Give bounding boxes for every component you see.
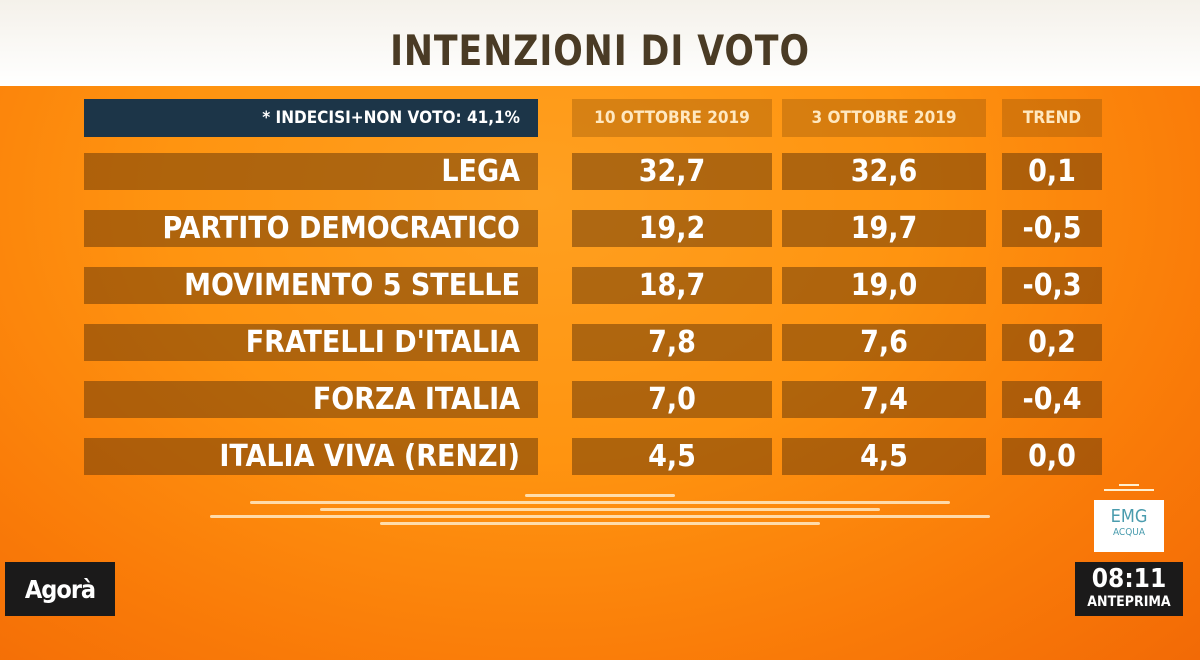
party-name: FORZA ITALIA	[84, 381, 538, 418]
column-header-10-oct: 10 OTTOBRE 2019	[572, 99, 772, 137]
value-10-oct: 7,8	[572, 324, 772, 361]
value-10-oct: 4,5	[572, 438, 772, 475]
value-3-oct: 32,6	[782, 153, 986, 190]
source-caption	[1094, 484, 1164, 494]
value-3-oct: 7,4	[782, 381, 986, 418]
trend-value: -0,3	[1002, 267, 1102, 304]
value-3-oct: 4,5	[782, 438, 986, 475]
undecided-note: * INDECISI+NON VOTO: 41,1%	[84, 99, 538, 137]
party-name: LEGA	[84, 153, 538, 190]
value-3-oct: 7,6	[782, 324, 986, 361]
trend-value: -0,5	[1002, 210, 1102, 247]
value-10-oct: 18,7	[572, 267, 772, 304]
trend-value: 0,2	[1002, 324, 1102, 361]
column-header-trend: TREND	[1002, 99, 1102, 137]
value-3-oct: 19,7	[782, 210, 986, 247]
agora-logo: Agorà	[5, 562, 115, 616]
party-name: FRATELLI D'ITALIA	[84, 324, 538, 361]
title-bar: INTENZIONI DI VOTO	[0, 0, 1200, 86]
page-title: INTENZIONI DI VOTO	[390, 26, 810, 75]
party-name: MOVIMENTO 5 STELLE	[84, 267, 538, 304]
clock-label: ANTEPRIMA	[1087, 594, 1171, 610]
value-10-oct: 7,0	[572, 381, 772, 418]
column-header-3-oct: 3 OTTOBRE 2019	[782, 99, 986, 137]
clock-badge: 08:11 ANTEPRIMA	[1075, 562, 1183, 616]
value-10-oct: 32,7	[572, 153, 772, 190]
trend-value: 0,1	[1002, 153, 1102, 190]
trend-value: 0,0	[1002, 438, 1102, 475]
trend-value: -0,4	[1002, 381, 1102, 418]
emg-acqua-logo: EMG ACQUA	[1094, 500, 1164, 552]
party-name: PARTITO DEMOCRATICO	[84, 210, 538, 247]
party-name: ITALIA VIVA (RENZI)	[84, 438, 538, 475]
value-10-oct: 19,2	[572, 210, 772, 247]
methodology-fine-print	[200, 494, 1000, 525]
value-3-oct: 19,0	[782, 267, 986, 304]
clock-time: 08:11	[1091, 564, 1167, 594]
